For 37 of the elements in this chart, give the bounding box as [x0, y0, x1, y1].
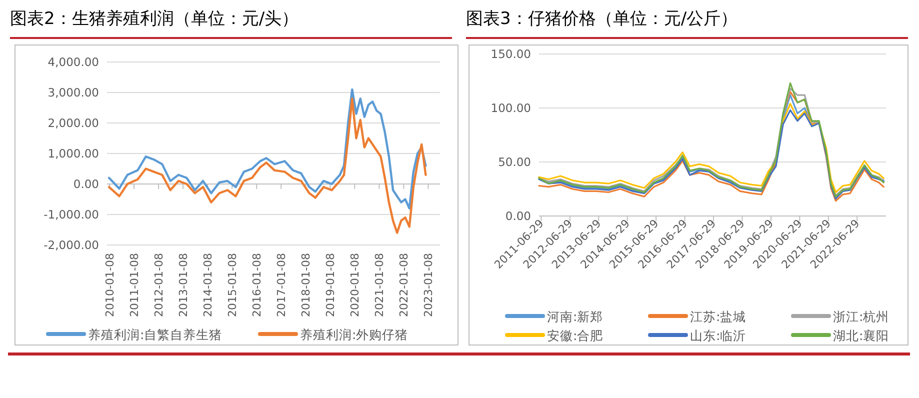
line-series [108, 98, 427, 234]
x-tick-label: 2016-01-08 [250, 253, 264, 317]
y-tick-label: 0.00 [505, 209, 531, 223]
legend-label: 江苏:盐城 [690, 309, 746, 324]
x-tick-label: 2010-01-08 [104, 253, 117, 317]
y-tick-label: 4,000.00 [48, 55, 99, 69]
legend-label: 浙江:杭州 [833, 309, 890, 324]
y-tick-label: 150.00 [490, 47, 531, 61]
line-series [108, 88, 427, 210]
legend-label: 安徽:合肥 [547, 328, 604, 343]
x-tick-label: 2019-01-08 [324, 253, 338, 317]
y-tick-label: 2,000.00 [48, 116, 99, 130]
x-tick-label: 2017-01-08 [275, 253, 288, 317]
legend-label: 养殖利润:自繁自养生猪 [88, 327, 222, 342]
y-tick-label: 100.00 [490, 101, 531, 115]
legend-label: 湖北:襄阳 [833, 328, 890, 343]
chart-title: 图表2：生猪养殖利润（单位：元/头） [10, 9, 299, 29]
y-tick-label: -2,000.00 [44, 238, 99, 252]
y-tick-label: -1,000.00 [44, 208, 99, 222]
x-tick-label: 2023-01-08 [422, 253, 436, 317]
x-tick-label: 2014-01-08 [202, 253, 215, 317]
x-tick-label: 2015-01-08 [226, 253, 240, 317]
legend-label: 山东:临沂 [690, 328, 746, 343]
legend-label: 养殖利润:外购仔猪 [300, 327, 408, 342]
x-tick-label: 2021-01-08 [373, 253, 386, 317]
legend-label: 河南:新郑 [547, 309, 604, 324]
x-tick-label: 2013-01-08 [177, 253, 190, 317]
x-tick-label: 2012-01-08 [152, 253, 166, 317]
x-tick-label: 2011-01-08 [128, 253, 142, 317]
y-tick-label: 50.00 [498, 155, 531, 169]
x-tick-label: 2018-01-08 [300, 253, 313, 317]
y-tick-label: 1,000.00 [48, 146, 99, 160]
x-tick-label: 2022-01-08 [398, 253, 411, 317]
x-tick-label: 2020-01-08 [348, 253, 362, 317]
y-tick-label: 0.00 [73, 177, 99, 191]
y-tick-label: 3,000.00 [48, 86, 99, 100]
chart-title: 图表3：仔猪价格（单位：元/公斤） [466, 9, 738, 29]
